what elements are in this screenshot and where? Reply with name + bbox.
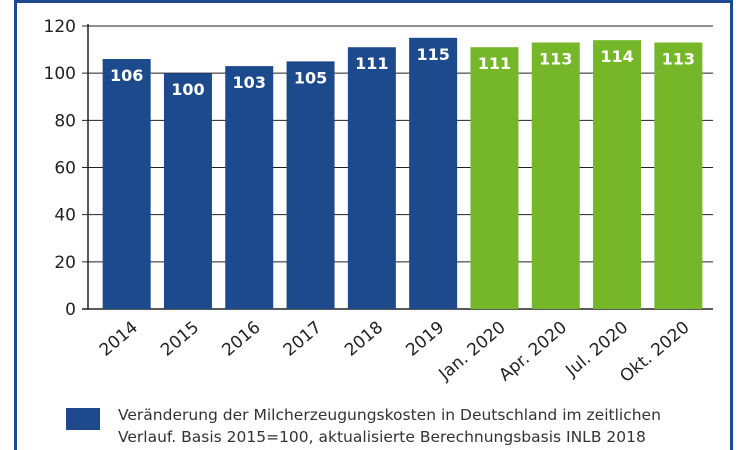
bar-value-label: 115	[416, 45, 449, 64]
y-tick-label: 100	[44, 64, 76, 84]
bar	[593, 40, 642, 310]
bar-value-label: 113	[539, 50, 572, 69]
bar-value-label: 114	[600, 47, 633, 66]
x-tick-label: 2014	[96, 318, 142, 361]
bar	[347, 47, 396, 309]
x-tick-label: 2017	[280, 318, 326, 361]
bar-value-label: 103	[233, 73, 266, 92]
legend-text: Veränderung der Milcherzeugungskosten in…	[118, 404, 661, 448]
bar	[654, 42, 703, 310]
y-tick-label: 80	[54, 111, 76, 131]
bar-value-label: 100	[171, 80, 204, 99]
bar	[286, 61, 335, 309]
x-tick-label: Apr. 2020	[495, 318, 571, 386]
legend-line-1: Veränderung der Milcherzeugungskosten in…	[118, 406, 661, 424]
bar	[409, 37, 458, 310]
y-tick-label: 20	[54, 253, 76, 273]
y-tick-label: 40	[54, 206, 76, 226]
bar	[163, 73, 212, 310]
chart-frame	[14, 0, 733, 450]
y-tick-label: 60	[54, 159, 76, 179]
y-axis-ticks: 0 20 40 60 80 100 120	[44, 17, 76, 320]
bar	[225, 66, 274, 309]
y-tick-label: 0	[65, 300, 76, 320]
y-tick-label: 120	[44, 17, 76, 37]
x-tick-label: 2016	[218, 318, 264, 361]
bar-value-label: 106	[110, 66, 143, 85]
bar	[531, 42, 580, 310]
bar	[470, 47, 519, 309]
bar-value-label: 105	[294, 68, 327, 87]
legend-swatch	[66, 408, 100, 430]
x-tick-label: 2019	[402, 318, 448, 361]
bar-value-label: 111	[355, 54, 388, 73]
bar	[102, 59, 151, 310]
x-tick-label: 2018	[341, 318, 387, 361]
legend: Veränderung der Milcherzeugungskosten in…	[66, 404, 726, 448]
bars: 106 100 103 105 111 115 111 113 114 113	[102, 37, 703, 310]
bar-value-label: 111	[478, 54, 511, 73]
bar-value-label: 113	[662, 50, 695, 69]
x-tick-label: 2015	[157, 318, 203, 361]
legend-line-2: Verlauf. Basis 2015=100, aktualisierte B…	[118, 428, 646, 446]
